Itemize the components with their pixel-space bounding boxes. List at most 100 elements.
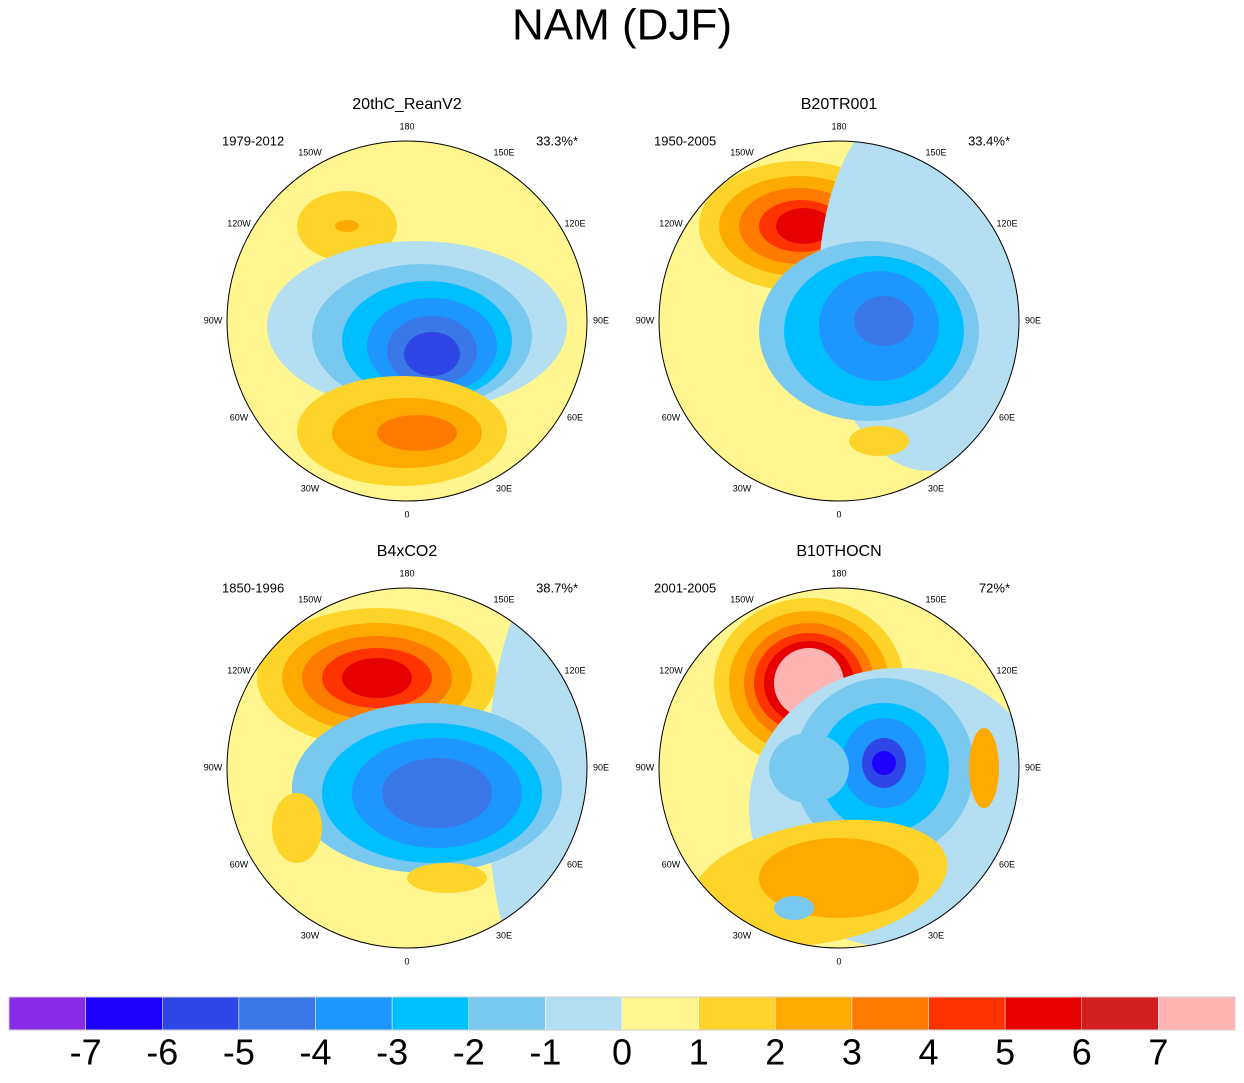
longitude-label: 30E — [496, 483, 512, 493]
colorbar-box — [391, 996, 469, 1031]
colorbar-label: 6 — [1072, 1032, 1092, 1073]
longitude-label: 90W — [204, 315, 223, 325]
contour-region — [272, 793, 322, 863]
map-field — [659, 588, 1019, 948]
longitude-label: 30W — [733, 483, 752, 493]
longitude-label: 150W — [298, 147, 322, 157]
colorbar-box — [85, 996, 163, 1031]
longitude-label: 120E — [564, 218, 585, 228]
colorbar-box — [315, 996, 393, 1031]
panel-period: 1950-2005 — [654, 133, 716, 148]
longitude-label: 180 — [831, 568, 846, 578]
longitude-label: 120E — [996, 218, 1017, 228]
panel-percent: 38.7%* — [536, 580, 578, 595]
map-panel: B10THOCN 2001-2005 72%* 0 30E 60E 90E 120E 150E 1… — [636, 543, 1041, 966]
longitude-label: 30W — [733, 930, 752, 940]
colorbar-box — [1158, 996, 1236, 1031]
panel-percent: 33.4%* — [968, 133, 1010, 148]
longitude-label: 90W — [204, 762, 223, 772]
longitude-label: 180 — [399, 568, 414, 578]
colorbar-label: -7 — [70, 1032, 102, 1073]
map-border — [226, 587, 588, 949]
contour-region — [969, 728, 999, 808]
colorbar-box — [238, 996, 316, 1031]
contour-region — [854, 296, 914, 346]
colorbar-box — [1004, 996, 1082, 1031]
map-field — [227, 141, 587, 501]
longitude-label: 30E — [928, 483, 944, 493]
colorbar-box — [162, 996, 240, 1031]
colorbar-box — [545, 996, 623, 1031]
longitude-label: 120W — [659, 665, 683, 675]
longitude-label: 60W — [230, 859, 249, 869]
panel-title: 20thC_ReanV2 — [352, 96, 462, 113]
longitude-label: 30W — [301, 930, 320, 940]
colorbar-box — [698, 996, 776, 1031]
longitude-label: 120W — [659, 218, 683, 228]
colorbar-border — [8, 996, 1236, 1031]
longitude-label: 150W — [730, 594, 754, 604]
longitude-label: 60W — [230, 412, 249, 422]
colorbar-label: 3 — [842, 1032, 862, 1073]
longitude-label: 150E — [493, 594, 514, 604]
colorbar-box — [621, 996, 699, 1031]
contour-region — [872, 751, 896, 775]
longitude-label: 30E — [928, 930, 944, 940]
longitude-label: 90W — [636, 762, 655, 772]
longitude-label: 120E — [564, 665, 585, 675]
colorbar-label: -2 — [453, 1032, 485, 1073]
longitude-label: 90W — [636, 315, 655, 325]
colorbar-label: 1 — [689, 1032, 709, 1073]
longitude-label: 120W — [227, 665, 251, 675]
contour-region — [849, 426, 909, 456]
longitude-label: 60E — [999, 412, 1015, 422]
longitude-label: 150E — [925, 147, 946, 157]
colorbar-box — [928, 996, 1006, 1031]
longitude-label: 150W — [298, 594, 322, 604]
map-panel: B20TR001 1950-2005 33.4%* 0 30E 60E 90E 120E 150… — [636, 96, 1041, 519]
colorbar-label: -3 — [376, 1032, 408, 1073]
contour-region — [382, 758, 492, 828]
panel-period: 1850-1996 — [222, 580, 284, 595]
map-field — [227, 588, 587, 948]
map-border — [658, 140, 1020, 502]
longitude-label: 180 — [831, 121, 846, 131]
colorbar-label: 2 — [765, 1032, 785, 1073]
contour-region — [776, 208, 832, 244]
longitude-label: 30W — [301, 483, 320, 493]
colorbar-label: -5 — [223, 1032, 255, 1073]
map-border — [226, 140, 588, 502]
longitude-label: 90E — [593, 315, 609, 325]
contour-region — [407, 863, 487, 893]
longitude-label: 30E — [496, 930, 512, 940]
longitude-label: 150E — [493, 147, 514, 157]
contour-region — [342, 658, 412, 698]
contour-region — [769, 733, 849, 803]
panel-period: 2001-2005 — [654, 580, 716, 595]
map-panel: 20thC_ReanV2 1979-2012 33.3%* 0 30E 60E 90E 120… — [204, 96, 609, 519]
colorbar-label: 5 — [995, 1032, 1015, 1073]
colorbar-label: 4 — [918, 1032, 938, 1073]
colorbar-label: -6 — [146, 1032, 178, 1073]
longitude-label: 0 — [404, 509, 409, 519]
colorbar-box — [1081, 996, 1159, 1031]
longitude-label: 0 — [404, 956, 409, 966]
longitude-label: 180 — [399, 121, 414, 131]
longitude-label: 90E — [1025, 315, 1041, 325]
longitude-label: 60W — [662, 412, 681, 422]
longitude-label: 150W — [730, 147, 754, 157]
contour-region — [404, 332, 460, 376]
panel-title: B20TR001 — [801, 96, 878, 113]
longitude-label: 120W — [227, 218, 251, 228]
contour-region — [377, 415, 457, 451]
figure-title: NAM (DJF) — [512, 1, 732, 50]
longitude-label: 90E — [1025, 762, 1041, 772]
longitude-label: 0 — [836, 509, 841, 519]
panel-title: B4xCO2 — [377, 543, 438, 560]
longitude-label: 120E — [996, 665, 1017, 675]
panel-period: 1979-2012 — [222, 133, 284, 148]
longitude-label: 60E — [999, 859, 1015, 869]
colorbar-box — [851, 996, 929, 1031]
panel-title: B10THOCN — [796, 543, 881, 560]
colorbar-box — [468, 996, 546, 1031]
